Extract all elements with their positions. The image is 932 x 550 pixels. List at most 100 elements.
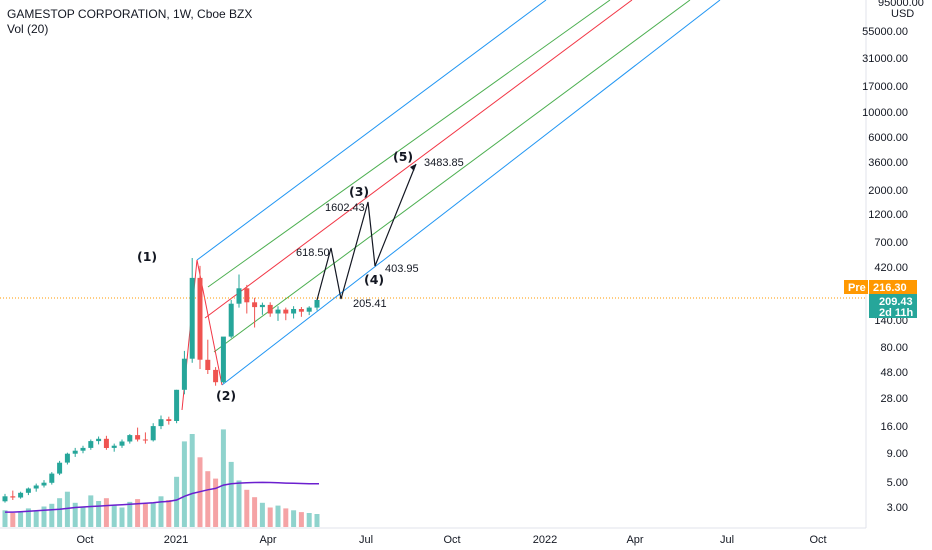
volume-bar [88, 495, 94, 527]
candle-body [189, 277, 195, 359]
time-tick: Oct [76, 534, 93, 546]
pitchfork-channel[interactable] [181, 0, 721, 411]
volume-bar [111, 504, 117, 527]
volume-bar [267, 507, 273, 527]
volume-bar [283, 508, 289, 527]
volume-bar [103, 498, 109, 527]
volume-bar [166, 500, 172, 527]
volume-bar [244, 489, 250, 527]
price-tick: 5.00 [887, 477, 908, 489]
candle-body [291, 309, 297, 314]
volume-bar [298, 512, 304, 527]
price-tick: 28.00 [880, 393, 908, 405]
last-price-value: 209.43 [879, 296, 913, 308]
wave-path[interactable] [316, 163, 417, 301]
premarket-badge: Pre 216.30 [844, 280, 917, 294]
target-label-205: 205.41 [353, 298, 387, 310]
price-tick: 31000.00 [862, 53, 908, 65]
premarket-badge-label: Pre [848, 282, 866, 294]
price-tick: 700.00 [874, 237, 908, 249]
candle-body [80, 447, 86, 451]
time-tick: Jul [720, 534, 734, 546]
candle-body [64, 453, 70, 463]
candle-body [298, 309, 304, 312]
chart-title[interactable]: GAMESTOP CORPORATION, 1W, Cboe BZX [7, 7, 253, 21]
volume-bar [314, 514, 320, 527]
price-tick: 2000.00 [868, 185, 908, 197]
price-tick: 80.00 [880, 342, 908, 354]
candle-body [127, 435, 133, 442]
wave-arrowhead [410, 164, 416, 171]
price-tick: 1200.00 [868, 209, 908, 221]
candle-body [306, 307, 312, 312]
volume-bar [33, 511, 39, 527]
price-axis[interactable]: 95000.00 USD 55000.00 31000.00 17000.00 100… [862, 0, 924, 514]
channel-median-line[interactable] [204, 0, 633, 319]
volume-bar [96, 501, 102, 527]
channel-lower-line[interactable] [221, 0, 721, 386]
volume-bar [291, 510, 297, 527]
price-tick: 3600.00 [868, 157, 908, 169]
volume-bar [213, 478, 219, 527]
candle-body [88, 441, 94, 448]
target-label-403: 403.95 [385, 263, 419, 275]
target-label-3483: 3483.85 [424, 157, 464, 169]
price-tick: 9.00 [887, 448, 908, 460]
time-tick: Jul [359, 534, 373, 546]
candle-body [181, 358, 187, 390]
time-tick: 2021 [164, 534, 188, 546]
time-tick: Oct [809, 534, 826, 546]
volume-bar [205, 471, 211, 527]
candlesticks [2, 258, 320, 503]
candle-body [314, 300, 320, 308]
volume-bar [158, 496, 164, 527]
candle-body [283, 309, 289, 314]
candle-body [275, 309, 281, 314]
time-axis[interactable]: Oct 2021 Apr Jul Oct 2022 Apr Jul Oct [76, 534, 826, 546]
volume-bar [80, 506, 86, 527]
candle-body [18, 492, 24, 498]
time-tick: 2022 [533, 534, 557, 546]
volume-bar [127, 501, 133, 527]
channel-lower-inner-line[interactable] [213, 0, 691, 353]
volume-bar [18, 512, 24, 527]
wave-label-1: (1) [137, 249, 157, 264]
candle-body [267, 304, 273, 314]
volume-bar [275, 505, 281, 527]
volume-bar [259, 502, 265, 527]
volume-bar [10, 513, 16, 527]
candle-body [119, 441, 125, 446]
volume-bar [41, 506, 47, 527]
candle-body [57, 462, 63, 474]
price-tick: 48.00 [880, 367, 908, 379]
candle-body [49, 473, 55, 483]
candle-body [228, 303, 234, 337]
channel-upper-line[interactable] [196, 0, 547, 261]
volume-indicator-label[interactable]: Vol (20) [7, 22, 49, 36]
price-tick: 17000.00 [862, 81, 908, 93]
elliott-wave-drawing[interactable]: (1) (2) (3) (4) (5) 618.50 205.41 1602.4… [137, 149, 464, 403]
volume-bar [220, 429, 226, 528]
candle-body [72, 450, 78, 454]
candle-body [142, 439, 148, 441]
volume-bar [49, 503, 55, 528]
candle-body [41, 482, 47, 486]
volume-bar [25, 508, 31, 527]
volume-bar [181, 441, 187, 527]
price-tick: 420.00 [874, 262, 908, 274]
candle-body [2, 496, 8, 502]
candle-body [220, 336, 226, 383]
volume-bar [306, 513, 312, 527]
price-tick: 6000.00 [868, 132, 908, 144]
volume-bar [174, 476, 180, 527]
channel-upper-inner-line[interactable] [207, 0, 611, 288]
premarket-badge-price: 216.30 [873, 282, 907, 294]
volume-bar [236, 480, 242, 527]
wave-label-2: (2) [216, 388, 236, 403]
volume-bar [57, 498, 63, 527]
candle-body [33, 485, 39, 489]
volume-bar [119, 507, 125, 527]
volume-bar [189, 434, 195, 527]
candle-body [103, 438, 109, 448]
